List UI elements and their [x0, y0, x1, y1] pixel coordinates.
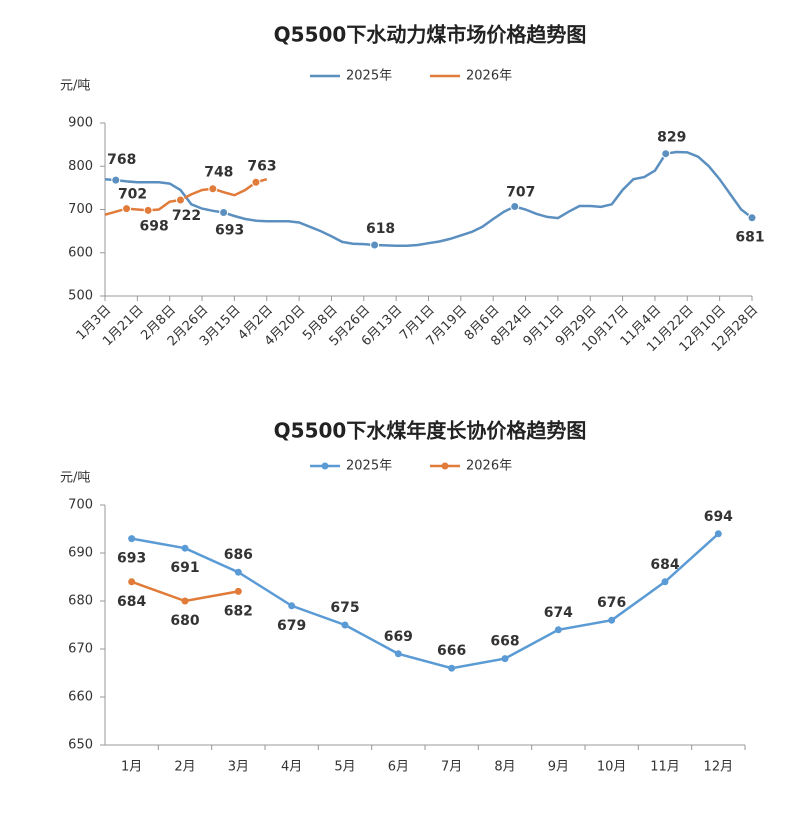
y-tick-label: 660: [68, 690, 93, 705]
point: [122, 204, 132, 214]
value-label: 707: [506, 184, 535, 200]
point: [501, 655, 509, 663]
point: [747, 213, 757, 223]
value-label: 680: [170, 613, 199, 629]
x-tick-label: 9月: [548, 760, 569, 775]
point: [128, 578, 136, 586]
point: [341, 621, 349, 629]
value-label: 693: [215, 223, 244, 239]
value-label: 684: [650, 557, 679, 573]
y-tick-label: 700: [68, 498, 93, 513]
value-label: 682: [224, 603, 253, 619]
point: [251, 177, 261, 187]
y-tick-label: 700: [68, 202, 93, 217]
legend-label: 2025年: [346, 69, 392, 84]
point: [234, 568, 242, 576]
point: [661, 149, 671, 159]
x-tick-label: 12月: [704, 760, 734, 775]
series-line: [131, 532, 720, 670]
point: [608, 616, 616, 624]
value-label: 694: [704, 509, 733, 525]
point: [448, 664, 456, 672]
x-tick-label: 2月: [174, 760, 195, 775]
y-tick-label: 900: [68, 116, 93, 131]
value-label: 768: [107, 152, 136, 168]
value-label: 763: [247, 158, 276, 174]
chart-title: Q5500下水动力煤市场价格趋势图: [274, 23, 587, 47]
y-tick-label: 680: [68, 594, 93, 609]
x-tick-label: 11月: [650, 760, 680, 775]
point: [128, 535, 136, 543]
point: [181, 544, 189, 552]
point: [175, 195, 185, 205]
value-label: 829: [657, 130, 686, 146]
legend-label: 2025年: [346, 459, 392, 474]
value-label: 686: [224, 547, 253, 563]
legend-label: 2026年: [466, 459, 512, 474]
x-tick-label: 5月: [334, 760, 355, 775]
y-axis-label: 元/吨: [60, 79, 90, 94]
point: [394, 650, 402, 658]
point: [510, 201, 520, 211]
series-line: [104, 150, 753, 248]
value-label: 684: [117, 594, 146, 610]
value-label: 676: [597, 595, 626, 611]
y-tick-label: 500: [68, 289, 93, 304]
point: [111, 175, 121, 185]
value-label: 722: [172, 208, 201, 224]
y-tick-label: 690: [68, 546, 93, 561]
point: [714, 530, 722, 538]
y-tick-label: 670: [68, 642, 93, 657]
value-label: 618: [366, 221, 395, 237]
point: [288, 602, 296, 610]
value-label: 668: [490, 634, 519, 650]
point: [181, 597, 189, 605]
point: [234, 587, 242, 595]
y-tick-label: 800: [68, 159, 93, 174]
value-label: 693: [117, 551, 146, 567]
value-label: 679: [277, 618, 306, 634]
x-tick-label: 10月: [597, 760, 627, 775]
x-tick-label: 4月: [281, 760, 302, 775]
value-label: 702: [118, 187, 147, 203]
point: [554, 626, 562, 634]
value-label: 698: [140, 218, 169, 234]
point: [661, 578, 669, 586]
value-label: 674: [544, 605, 573, 621]
value-label: 675: [330, 600, 359, 616]
y-tick-label: 650: [68, 738, 93, 753]
chart-title: Q5500下水煤年度长协价格趋势图: [274, 419, 587, 443]
value-label: 748: [204, 165, 233, 181]
x-tick-label: 7月: [441, 760, 462, 775]
series-line: [104, 177, 268, 216]
point: [219, 208, 229, 218]
x-tick-label: 6月: [388, 760, 409, 775]
x-tick-label: 1月: [121, 760, 142, 775]
x-tick-label: 3月: [228, 760, 249, 775]
x-tick-label: 8月: [494, 760, 515, 775]
value-label: 681: [735, 230, 764, 246]
y-axis-label: 元/吨: [60, 471, 90, 486]
value-label: 666: [437, 643, 466, 659]
point: [370, 240, 380, 250]
point: [208, 184, 218, 194]
point: [143, 205, 153, 215]
value-label: 691: [170, 560, 199, 576]
legend-marker: [321, 462, 329, 470]
value-label: 669: [384, 629, 413, 645]
y-tick-label: 600: [68, 245, 93, 260]
legend-marker: [441, 462, 449, 470]
legend-label: 2026年: [466, 69, 512, 84]
